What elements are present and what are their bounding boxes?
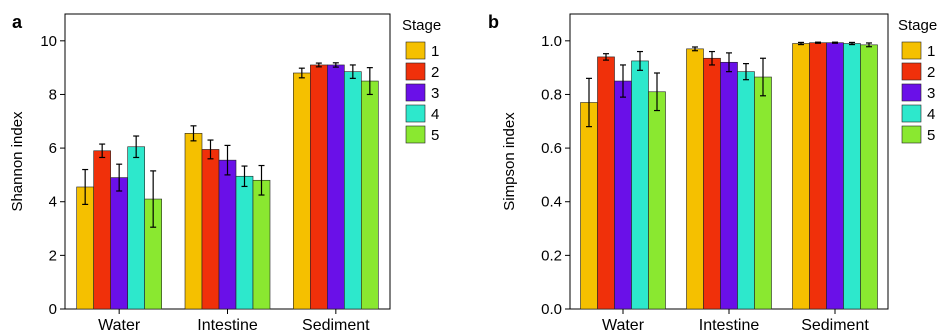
bar: [344, 71, 362, 310]
legend-swatch: [405, 125, 426, 144]
x-tick-label: Water: [98, 317, 141, 333]
legend-swatch: [405, 104, 426, 123]
bar: [648, 91, 666, 310]
bar: [843, 43, 861, 310]
legend-title: Stage: [402, 17, 441, 34]
x-tick-label: Sediment: [302, 317, 370, 333]
bar: [127, 146, 145, 310]
chart-panel-a: 0 2 4 6 8 10 Shannon index Water Intestine Sedime…: [9, 13, 441, 333]
bar: [252, 179, 271, 310]
bar: [792, 43, 810, 310]
legend-swatch: [405, 83, 426, 102]
bar: [686, 48, 704, 310]
bar: [614, 80, 632, 310]
bar: [860, 44, 878, 310]
y-tick-label: 0.8: [541, 86, 562, 103]
x-tick-label: Sediment: [801, 317, 869, 333]
bar: [631, 60, 649, 310]
y-tick-label: 6: [49, 140, 57, 157]
y-tick-label: 2: [49, 247, 57, 264]
panel-letter-b: b: [488, 12, 499, 32]
y-axis-title: Simpson index: [501, 112, 518, 211]
y-tick-label: 0.6: [541, 140, 562, 157]
y-axis-title: Shannon index: [9, 111, 26, 212]
legend-label: 4: [927, 106, 935, 123]
legend-label: 2: [431, 64, 439, 81]
panel-letter-a: a: [12, 12, 23, 32]
y-tick-label: 10: [40, 33, 57, 50]
bar: [76, 186, 94, 310]
legend-label: 3: [927, 85, 935, 102]
legend-swatch: [901, 62, 922, 81]
bar: [310, 64, 328, 310]
y-tick-label: 8: [49, 86, 57, 103]
y-tick-label: 4: [49, 194, 57, 211]
legend-swatch: [901, 41, 922, 60]
legend-label: 3: [431, 85, 439, 102]
x-tick-label: Intestine: [699, 317, 760, 333]
bar: [826, 42, 844, 310]
legend-label: 2: [927, 64, 935, 81]
legend-swatch: [405, 62, 426, 81]
legend-swatch: [901, 104, 922, 123]
bar: [293, 72, 311, 310]
y-tick-label: 0: [49, 301, 57, 318]
legend-swatch: [901, 125, 922, 144]
bar: [361, 80, 379, 310]
bar: [754, 76, 772, 310]
y-tick-label: 0.0: [541, 301, 562, 318]
bar: [809, 42, 827, 310]
x-tick-label: Water: [602, 317, 645, 333]
chart-panel-b: 0.0 0.2 0.4 0.6 0.8 1.0 Simpson index Water Inte…: [501, 13, 937, 333]
legend-title: Stage: [898, 17, 937, 34]
legend-swatch: [405, 41, 426, 60]
bar: [235, 175, 254, 310]
bar: [110, 177, 128, 310]
legend-label: 1: [927, 43, 935, 60]
y-tick-label: 0.4: [541, 194, 562, 211]
bar: [327, 64, 345, 310]
y-tick-label: 0.2: [541, 247, 562, 264]
bar: [201, 149, 220, 310]
bar: [184, 133, 203, 310]
bar: [720, 61, 738, 310]
legend-label: 1: [431, 43, 439, 60]
y-tick-label: 1.0: [541, 33, 562, 50]
bar: [737, 71, 755, 310]
legend-swatch: [901, 83, 922, 102]
bar: [580, 102, 598, 310]
legend-label: 5: [431, 127, 439, 144]
x-tick-label: Intestine: [197, 317, 258, 333]
bar: [703, 57, 721, 310]
bar: [597, 56, 615, 310]
bar: [218, 159, 237, 310]
legend-label: 4: [431, 106, 439, 123]
bar: [93, 150, 111, 310]
legend-label: 5: [927, 127, 935, 144]
